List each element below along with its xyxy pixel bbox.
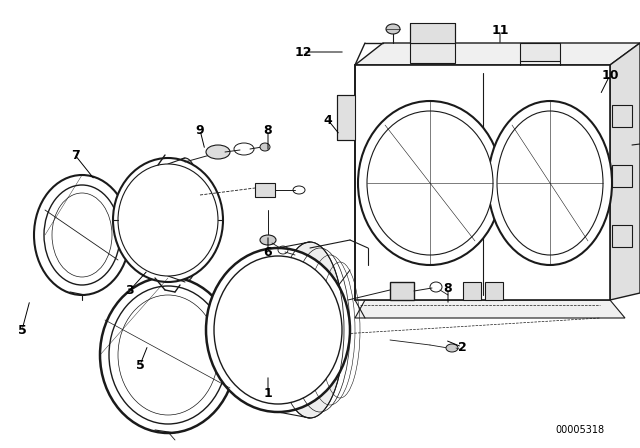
Bar xyxy=(612,225,632,247)
Text: 3: 3 xyxy=(125,284,134,297)
Text: 12: 12 xyxy=(294,46,312,59)
Ellipse shape xyxy=(214,256,342,404)
Text: 9: 9 xyxy=(196,124,204,137)
Bar xyxy=(612,165,632,187)
Bar xyxy=(410,23,455,43)
Ellipse shape xyxy=(276,242,344,418)
Text: 1: 1 xyxy=(264,387,273,400)
Bar xyxy=(485,282,503,300)
Text: 11: 11 xyxy=(492,23,509,36)
Bar xyxy=(255,183,275,197)
Bar xyxy=(410,43,455,63)
Text: 8: 8 xyxy=(444,281,452,294)
Bar xyxy=(337,95,355,140)
Ellipse shape xyxy=(446,344,458,352)
Bar xyxy=(390,282,414,300)
Ellipse shape xyxy=(167,158,203,282)
Ellipse shape xyxy=(260,143,270,151)
Text: 7: 7 xyxy=(70,148,79,161)
Ellipse shape xyxy=(206,145,230,159)
Ellipse shape xyxy=(386,24,400,34)
Ellipse shape xyxy=(260,235,276,245)
Ellipse shape xyxy=(100,277,236,433)
Ellipse shape xyxy=(497,111,603,255)
Polygon shape xyxy=(610,43,640,300)
Ellipse shape xyxy=(367,111,493,255)
Ellipse shape xyxy=(118,164,218,276)
Text: 8: 8 xyxy=(264,124,272,137)
Ellipse shape xyxy=(113,158,223,282)
Text: 10: 10 xyxy=(601,69,619,82)
Text: 5: 5 xyxy=(18,323,26,336)
Text: 4: 4 xyxy=(324,113,332,126)
Polygon shape xyxy=(355,43,640,65)
Bar xyxy=(520,43,560,61)
Ellipse shape xyxy=(206,248,350,412)
Text: 00005318: 00005318 xyxy=(556,425,605,435)
Ellipse shape xyxy=(109,286,227,424)
Ellipse shape xyxy=(358,101,502,265)
Ellipse shape xyxy=(34,175,130,295)
Ellipse shape xyxy=(44,185,120,285)
Bar xyxy=(612,105,632,127)
Text: 6: 6 xyxy=(264,246,272,258)
Bar xyxy=(463,282,481,300)
Text: 2: 2 xyxy=(458,340,467,353)
Polygon shape xyxy=(355,300,625,318)
Polygon shape xyxy=(355,65,610,300)
Text: 5: 5 xyxy=(136,358,145,371)
Ellipse shape xyxy=(488,101,612,265)
